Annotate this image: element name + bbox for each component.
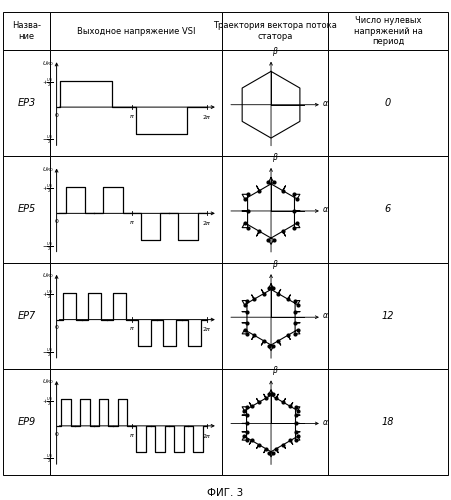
Text: 0: 0 bbox=[55, 219, 59, 224]
Text: $\beta$: $\beta$ bbox=[272, 364, 279, 377]
Text: $-\frac{U_d}{2}$: $-\frac{U_d}{2}$ bbox=[42, 134, 54, 146]
Text: ЕР5: ЕР5 bbox=[18, 204, 36, 214]
Bar bbox=[328, 156, 448, 262]
Bar bbox=[328, 262, 448, 369]
Bar bbox=[50, 369, 222, 475]
Text: $\pi$: $\pi$ bbox=[129, 113, 135, 120]
Text: $U_{R0}$: $U_{R0}$ bbox=[41, 59, 54, 68]
Bar bbox=[222, 369, 328, 475]
Text: ЕР9: ЕР9 bbox=[18, 417, 36, 427]
Text: $\alpha$: $\alpha$ bbox=[322, 312, 329, 320]
Bar bbox=[50, 50, 222, 156]
Text: $2\pi$: $2\pi$ bbox=[202, 219, 212, 227]
Text: 0: 0 bbox=[385, 98, 391, 108]
Bar bbox=[328, 12, 448, 50]
Text: $\beta$: $\beta$ bbox=[272, 152, 279, 164]
Text: $U_{R0}$: $U_{R0}$ bbox=[41, 272, 54, 280]
Text: $2\pi$: $2\pi$ bbox=[202, 432, 212, 440]
Bar bbox=[222, 12, 328, 50]
Text: $-\frac{U_d}{2}$: $-\frac{U_d}{2}$ bbox=[42, 453, 54, 465]
Bar bbox=[3, 12, 50, 50]
Text: $+\frac{U_d}{2}$: $+\frac{U_d}{2}$ bbox=[42, 395, 54, 407]
Text: $+\frac{U_d}{2}$: $+\frac{U_d}{2}$ bbox=[42, 76, 54, 89]
Text: 6: 6 bbox=[385, 204, 391, 214]
Bar bbox=[328, 50, 448, 156]
Text: $+\frac{U_d}{2}$: $+\frac{U_d}{2}$ bbox=[42, 289, 54, 302]
Text: Назва-
ние: Назва- ние bbox=[12, 22, 41, 40]
Bar bbox=[50, 12, 222, 50]
Text: $+\frac{U_d}{2}$: $+\frac{U_d}{2}$ bbox=[42, 182, 54, 195]
Bar bbox=[50, 262, 222, 369]
Text: $\beta$: $\beta$ bbox=[272, 45, 279, 58]
Bar bbox=[3, 156, 50, 262]
Bar bbox=[50, 156, 222, 262]
Text: $\alpha$: $\alpha$ bbox=[322, 418, 329, 426]
Text: 0: 0 bbox=[55, 113, 59, 118]
Bar bbox=[3, 50, 50, 156]
Text: 0: 0 bbox=[55, 432, 59, 436]
Text: ФИГ. 3: ФИГ. 3 bbox=[207, 488, 244, 498]
Text: Число нулевых
напряжений на
период: Число нулевых напряжений на период bbox=[354, 16, 423, 46]
Text: 12: 12 bbox=[382, 310, 394, 320]
Text: $-\frac{U_d}{2}$: $-\frac{U_d}{2}$ bbox=[42, 240, 54, 252]
Text: $\alpha$: $\alpha$ bbox=[322, 99, 329, 108]
Bar bbox=[328, 369, 448, 475]
Text: ЕР3: ЕР3 bbox=[18, 98, 36, 108]
Text: $U_{R0}$: $U_{R0}$ bbox=[41, 165, 54, 174]
Text: $\beta$: $\beta$ bbox=[272, 258, 279, 270]
Bar bbox=[222, 262, 328, 369]
Bar bbox=[222, 50, 328, 156]
Bar bbox=[3, 262, 50, 369]
Text: $\pi$: $\pi$ bbox=[129, 219, 135, 226]
Text: 18: 18 bbox=[382, 417, 394, 427]
Text: $-\frac{U_d}{2}$: $-\frac{U_d}{2}$ bbox=[42, 346, 54, 359]
Text: $2\pi$: $2\pi$ bbox=[202, 326, 212, 334]
Bar bbox=[3, 369, 50, 475]
Text: $\pi$: $\pi$ bbox=[129, 432, 135, 438]
Text: $U_{R0}$: $U_{R0}$ bbox=[41, 378, 54, 386]
Text: Выходное напряжение VSI: Выходное напряжение VSI bbox=[77, 26, 195, 36]
Text: ЕР7: ЕР7 bbox=[18, 310, 36, 320]
Text: Траектория вектора потока
статора: Траектория вектора потока статора bbox=[213, 22, 337, 40]
Text: $\pi$: $\pi$ bbox=[129, 326, 135, 332]
Bar bbox=[222, 156, 328, 262]
Text: $2\pi$: $2\pi$ bbox=[202, 113, 212, 121]
Text: 0: 0 bbox=[55, 326, 59, 330]
Text: $\alpha$: $\alpha$ bbox=[322, 205, 329, 214]
